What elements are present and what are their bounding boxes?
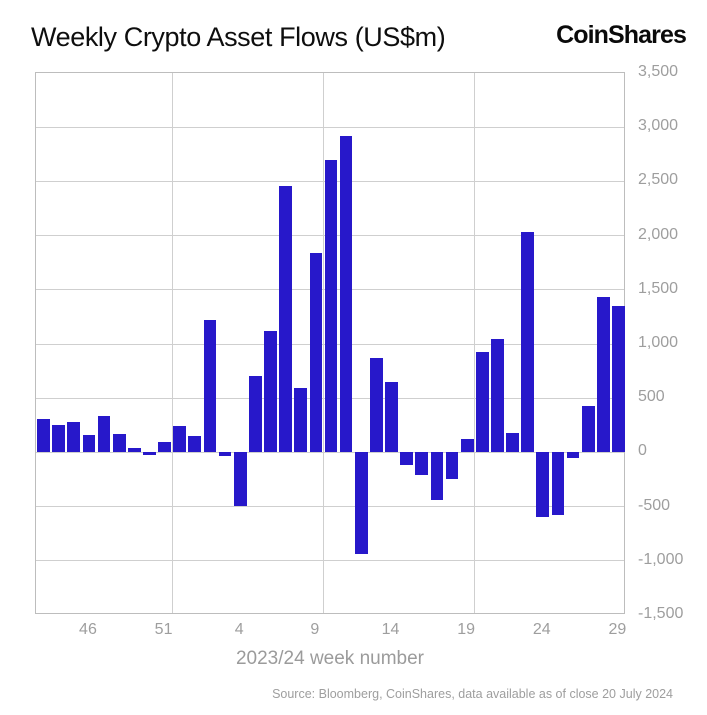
y-axis-labels: 3,500 3,000 2,500 2,000 1,500 1,000 500 0 -500 -1… xyxy=(638,63,706,622)
bar-week-25 xyxy=(551,452,565,516)
y-axis-label: 2,500 xyxy=(638,171,679,189)
bar-week-18 xyxy=(445,452,459,480)
bar-week-44 xyxy=(52,425,66,453)
gridline-vertical xyxy=(474,73,476,613)
bar-week-43 xyxy=(37,418,50,453)
bar-week-22 xyxy=(506,432,519,453)
plot-area xyxy=(35,72,625,614)
y-axis-label: 0 xyxy=(638,442,647,460)
x-axis-label: 51 xyxy=(154,621,173,638)
bar-week-29 xyxy=(612,306,625,453)
bar-week-17 xyxy=(430,452,444,501)
bar-week-52 xyxy=(173,426,187,453)
bar-week-26 xyxy=(566,452,580,458)
bar-week-3 xyxy=(218,452,232,456)
x-axis-label: 19 xyxy=(457,621,476,638)
gridline-horizontal xyxy=(36,126,624,128)
y-axis-label: 1,500 xyxy=(638,279,679,297)
gridline-vertical xyxy=(322,73,324,613)
x-axis-label: 9 xyxy=(310,621,320,638)
y-axis-label: 3,500 xyxy=(638,63,679,80)
bar-week-51 xyxy=(158,441,171,453)
bar-week-11 xyxy=(339,135,353,453)
bar-week-7 xyxy=(279,185,292,453)
gridline-horizontal xyxy=(36,560,624,562)
coinshares-logo: CoinShares xyxy=(556,21,687,49)
bar-week-9 xyxy=(309,252,323,453)
bar-week-49 xyxy=(127,448,141,453)
bar-week-23 xyxy=(521,232,535,453)
bar-week-8 xyxy=(294,388,308,453)
bar-week-13 xyxy=(370,358,383,453)
bar-week-45 xyxy=(67,422,81,453)
x-axis-label: 4 xyxy=(234,621,244,638)
bar-week-24 xyxy=(536,452,550,518)
bar-week-14 xyxy=(385,382,398,453)
x-axis-label: 24 xyxy=(532,621,551,638)
y-axis-label: 500 xyxy=(638,388,665,406)
source-note: Source: Bloomberg, CoinShares, data avai… xyxy=(272,687,673,701)
y-axis-label: 3,000 xyxy=(638,117,679,135)
y-axis-label: -500 xyxy=(638,496,671,514)
bar-week-48 xyxy=(112,433,126,453)
bar-week-2 xyxy=(203,320,217,453)
bar-week-4 xyxy=(233,452,247,506)
x-axis-title: 2023/24 week number xyxy=(235,648,424,669)
gridline-horizontal xyxy=(36,506,624,508)
bar-week-15 xyxy=(400,452,413,466)
bar-week-6 xyxy=(264,330,277,453)
bar-week-19 xyxy=(460,438,474,453)
x-axis-label: 46 xyxy=(79,621,97,638)
y-axis-label: 2,000 xyxy=(638,225,679,243)
y-axis-label: 1,000 xyxy=(638,334,679,351)
bar-week-28 xyxy=(596,296,610,453)
x-axis-label: 29 xyxy=(608,621,627,638)
gridline-horizontal xyxy=(36,451,624,453)
bar-week-10 xyxy=(324,159,338,453)
x-axis-tick-labels: 46 51 4 9 14 19 24 29 xyxy=(35,621,627,641)
y-axis-label: -1,500 xyxy=(638,605,684,622)
bar-week-50 xyxy=(143,452,156,455)
bar-week-5 xyxy=(248,375,262,453)
bar-week-47 xyxy=(97,415,111,453)
chart-title: Weekly Crypto Asset Flows (US$m) xyxy=(31,22,446,52)
bar-week-20 xyxy=(475,351,489,453)
y-axis-label: -1,000 xyxy=(638,550,684,568)
x-axis-label: 14 xyxy=(381,621,400,638)
bar-week-21 xyxy=(491,339,504,453)
bar-week-46 xyxy=(82,434,96,453)
bar-week-27 xyxy=(581,405,595,453)
gridline-vertical xyxy=(171,73,173,613)
bar-week-12 xyxy=(354,452,368,555)
bar-week-16 xyxy=(415,452,429,475)
bar-week-1 xyxy=(188,436,202,453)
